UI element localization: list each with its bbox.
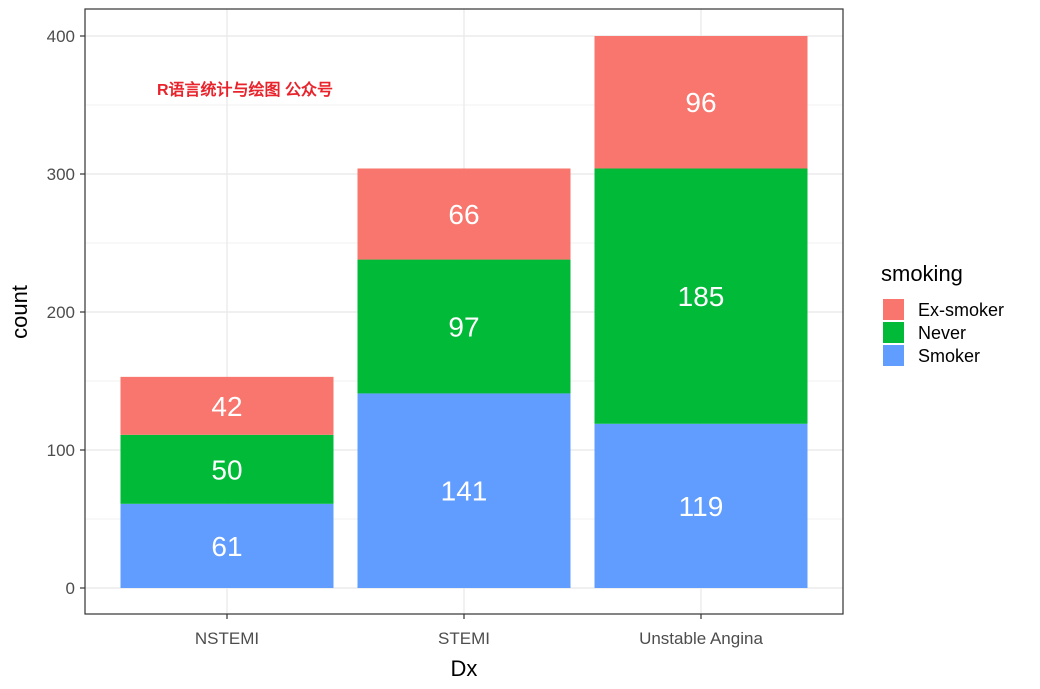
- bar-segment: [357, 259, 571, 394]
- y-tick-label: 400: [47, 27, 75, 46]
- bars-layer: [120, 36, 808, 588]
- legend-label: Ex-smoker: [918, 300, 1004, 320]
- bar-segment: [357, 168, 571, 260]
- bar-segment: [120, 503, 334, 588]
- data-labels-layer: 61 50 42 141 97 66 119 185 96: [211, 87, 724, 562]
- legend-key: [883, 299, 904, 320]
- y-tick-label: 300: [47, 165, 75, 184]
- y-axis-title: count: [7, 285, 32, 339]
- bar-segment: [594, 423, 808, 588]
- bar-segment: [357, 393, 571, 588]
- data-label: 96: [685, 87, 716, 118]
- x-tick-label: Unstable Angina: [639, 629, 763, 648]
- bar-segment: [594, 36, 808, 169]
- data-label: 66: [448, 199, 479, 230]
- legend: smoking Ex-smoker Never Smoker: [881, 261, 1004, 366]
- legend-label: Smoker: [918, 346, 980, 366]
- watermark-annotation: R语言统计与绘图 公众号: [157, 80, 333, 99]
- data-label: 185: [678, 281, 725, 312]
- bar-segment: [594, 168, 808, 424]
- bar-segment: [120, 376, 334, 435]
- y-tick-label: 200: [47, 303, 75, 322]
- data-label: 141: [441, 476, 488, 507]
- legend-key: [883, 322, 904, 343]
- y-tick-label: 0: [66, 579, 75, 598]
- legend-label: Never: [918, 323, 966, 343]
- x-tick-label: STEMI: [438, 629, 490, 648]
- y-tick-label: 100: [47, 441, 75, 460]
- data-label: 61: [211, 531, 242, 562]
- x-axis-title: Dx: [451, 656, 478, 681]
- x-tick-label: NSTEMI: [195, 629, 259, 648]
- data-label: 97: [448, 311, 479, 342]
- legend-key: [883, 345, 904, 366]
- data-label: 42: [211, 391, 242, 422]
- bar-segment: [120, 434, 334, 504]
- axes-layer: 0 100 200 300 400 NSTEMI STEMI Unstable Angina: [47, 27, 764, 648]
- legend-title: smoking: [881, 261, 963, 286]
- data-label: 50: [211, 454, 242, 485]
- data-label: 119: [679, 491, 724, 522]
